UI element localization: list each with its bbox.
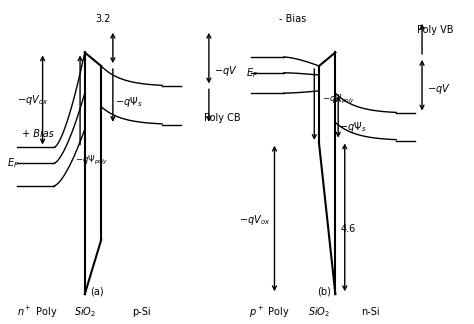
Text: $SiO_2$: $SiO_2$ xyxy=(308,305,330,319)
Text: (b): (b) xyxy=(317,287,330,297)
Text: $n^+$ Poly: $n^+$ Poly xyxy=(17,305,57,320)
Text: $-q\Psi_{poly}$: $-q\Psi_{poly}$ xyxy=(75,154,109,168)
Text: n-Si: n-Si xyxy=(361,307,380,317)
Text: 4.6: 4.6 xyxy=(341,224,356,234)
Text: $- qV_{ox}$: $- qV_{ox}$ xyxy=(239,213,271,226)
Text: Poly VB: Poly VB xyxy=(417,25,454,35)
Text: $E_F$: $E_F$ xyxy=(246,66,258,80)
Text: $E_F$: $E_F$ xyxy=(8,156,19,170)
Text: $-qV_{ox}$: $-qV_{ox}$ xyxy=(17,93,48,107)
Text: $SiO_2$: $SiO_2$ xyxy=(73,305,96,319)
Text: $-q\Psi_s$: $-q\Psi_s$ xyxy=(339,120,366,134)
Text: $p^+$ Poly: $p^+$ Poly xyxy=(249,305,289,320)
Text: (a): (a) xyxy=(90,287,103,297)
Text: $-qV$: $-qV$ xyxy=(214,64,237,77)
Text: $-qV$: $-qV$ xyxy=(427,82,450,96)
Text: 3.2: 3.2 xyxy=(96,14,111,24)
Text: p-Si: p-Si xyxy=(132,307,150,317)
Text: $-q\Psi_{poly}$: $-q\Psi_{poly}$ xyxy=(322,93,356,107)
Text: - Bias: - Bias xyxy=(279,14,306,24)
Text: + Bias: + Bias xyxy=(21,129,54,139)
Text: Poly CB: Poly CB xyxy=(204,113,241,123)
Text: $-q\Psi_s$: $-q\Psi_s$ xyxy=(115,95,143,109)
